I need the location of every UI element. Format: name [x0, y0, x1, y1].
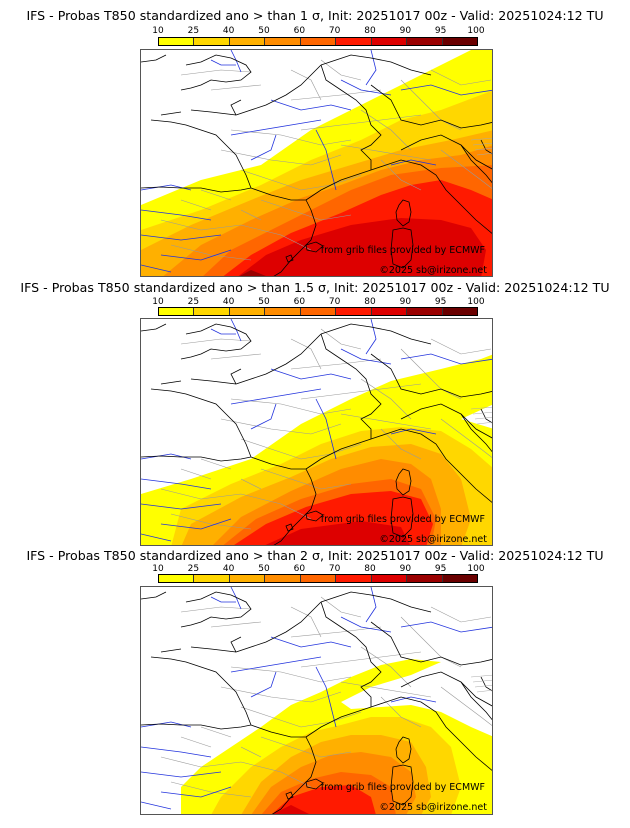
colorbar-bin: [442, 308, 477, 315]
panel-title: IFS - Probas T850 standardized ano > tha…: [20, 280, 610, 295]
colorbar: [158, 307, 478, 316]
colorbar-bin: [300, 38, 337, 45]
colorbar-ticks: 10 25 40 50 60 70 80 90 95 100: [152, 564, 484, 574]
colorbar-ticks: 10 25 40 50 60 70 80 90 95 100: [152, 297, 484, 307]
colorbar-bin: [159, 575, 195, 582]
colorbar-ticks: 10 25 40 50 60 70 80 90 95 100: [152, 26, 484, 36]
colorbar-bin: [336, 308, 372, 315]
colorbar-bin: [407, 38, 443, 45]
colorbar-tick-label: 90: [399, 564, 412, 574]
colorbar-tick-label: 50: [258, 297, 270, 307]
colorbar-tick-label: 100: [467, 26, 485, 36]
colorbar: [158, 574, 478, 583]
colorbar-tick-label: 90: [399, 26, 412, 36]
colorbar-tick-label: 70: [328, 26, 341, 36]
colorbar-tick-label: 70: [328, 297, 341, 307]
colorbar-tick-label: 80: [364, 297, 376, 307]
colorbar: [158, 37, 478, 46]
credit-copyright: ©2025 sb@irizone.net: [379, 534, 487, 545]
colorbar-bin: [265, 575, 301, 582]
panel-title: IFS - Probas T850 standardized ano > tha…: [26, 8, 604, 23]
credit-source: from grib files provided by ECMWF: [320, 514, 485, 525]
colorbar-bin: [265, 308, 301, 315]
colorbar-tick-label: 100: [467, 297, 485, 307]
colorbar-bin: [371, 575, 408, 582]
colorbar-bin: [229, 38, 266, 45]
credit-source: from grib files provided by ECMWF: [320, 782, 485, 793]
credit-copyright: ©2025 sb@irizone.net: [379, 265, 487, 276]
colorbar-tick-label: 60: [293, 26, 306, 36]
map-canvas: [141, 587, 492, 814]
colorbar-tick-label: 10: [152, 297, 164, 307]
colorbar-bin: [300, 308, 337, 315]
colorbar-tick-label: 95: [434, 26, 447, 36]
panel-title: IFS - Probas T850 standardized ano > tha…: [26, 548, 604, 563]
colorbar-bin: [442, 575, 477, 582]
colorbar-tick-label: 95: [434, 564, 447, 574]
colorbar-bin: [407, 308, 443, 315]
colorbar-bin: [265, 38, 301, 45]
colorbar-tick-label: 10: [152, 564, 164, 574]
colorbar-tick-label: 10: [152, 26, 164, 36]
probability-map: from grib files provided by ECMWF ©2025 …: [140, 586, 493, 815]
colorbar-tick-label: 80: [364, 564, 376, 574]
colorbar-tick-label: 40: [222, 297, 235, 307]
colorbar-tick-label: 25: [187, 297, 200, 307]
colorbar-tick-label: 40: [222, 26, 235, 36]
colorbar-tick-label: 50: [258, 26, 270, 36]
colorbar-bin: [194, 38, 230, 45]
panel-1: IFS - Probas T850 standardized ano > tha…: [0, 0, 630, 280]
colorbar-bin: [442, 38, 477, 45]
colorbar-tick-label: 80: [364, 26, 376, 36]
panel-2: IFS - Probas T850 standardized ano > tha…: [20, 280, 610, 546]
colorbar-bin: [229, 308, 266, 315]
credit-source: from grib files provided by ECMWF: [320, 245, 485, 256]
probability-map: from grib files provided by ECMWF ©2025 …: [140, 49, 493, 277]
colorbar-tick-label: 60: [293, 297, 306, 307]
credit-copyright: ©2025 sb@irizone.net: [379, 802, 487, 813]
colorbar-bin: [159, 38, 195, 45]
colorbar-bin: [194, 575, 230, 582]
colorbar-tick-label: 95: [434, 297, 447, 307]
colorbar-tick-label: 50: [258, 564, 270, 574]
colorbar-bin: [371, 38, 408, 45]
colorbar-tick-label: 25: [187, 564, 200, 574]
colorbar-tick-label: 70: [328, 564, 341, 574]
probability-map: from grib files provided by ECMWF ©2025 …: [140, 318, 493, 546]
colorbar-tick-label: 60: [293, 564, 306, 574]
colorbar-bin: [336, 575, 372, 582]
colorbar-bin: [300, 575, 337, 582]
colorbar-bin: [229, 575, 266, 582]
colorbar-bin: [336, 38, 372, 45]
colorbar-bin: [407, 575, 443, 582]
colorbar-tick-label: 90: [399, 297, 412, 307]
colorbar-bin: [371, 308, 408, 315]
colorbar-bin: [159, 308, 195, 315]
colorbar-tick-label: 40: [222, 564, 235, 574]
colorbar-tick-label: 100: [467, 564, 485, 574]
colorbar-bin: [194, 308, 230, 315]
colorbar-tick-label: 25: [187, 26, 200, 36]
